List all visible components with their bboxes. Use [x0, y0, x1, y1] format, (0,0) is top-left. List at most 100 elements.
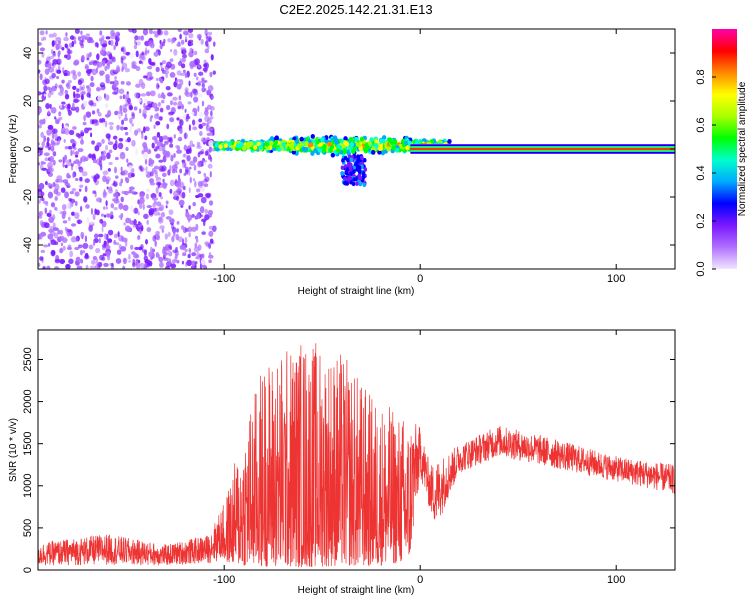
- spectrogram-cell: [184, 36, 188, 42]
- spectrogram-cell: [63, 72, 68, 77]
- spectrogram-cell: [71, 143, 76, 148]
- spectrogram-cell: [177, 187, 181, 195]
- spectrogram-cell: [100, 86, 106, 91]
- spectrogram-cell: [360, 155, 364, 160]
- spectrogram-cell: [115, 258, 122, 264]
- spectrogram-cell: [84, 36, 89, 41]
- spectrogram-cell: [129, 105, 134, 111]
- spectrogram-cell: [73, 146, 77, 151]
- spectrogram-cell: [139, 228, 142, 235]
- spectrogram-cell: [153, 135, 158, 140]
- spectrogram-cell: [83, 196, 88, 203]
- spectrogram-cell: [63, 156, 67, 163]
- spectrogram-cell: [294, 139, 300, 145]
- spectrogram-cell: [77, 219, 81, 225]
- spectrogram-cell: [201, 122, 207, 127]
- spectrogram-cell: [190, 91, 193, 98]
- spectrogram-cell: [105, 206, 108, 210]
- spectrogram-cell: [112, 192, 119, 198]
- spectrogram-cell: [363, 167, 368, 172]
- spectrogram-cell: [135, 50, 139, 58]
- spectrogram-cell: [358, 146, 363, 152]
- spectrogram-cell: [87, 53, 92, 58]
- spectrogram-cell: [62, 161, 65, 168]
- spectrogram-cell: [185, 166, 189, 173]
- spectrogram-cell: [110, 35, 116, 40]
- spectrogram-cell: [192, 178, 196, 182]
- spectrogram-cell: [273, 139, 279, 145]
- spectrogram-cell: [64, 43, 68, 48]
- spectrogram-cell: [195, 223, 199, 231]
- spectrogram-cell: [158, 216, 162, 222]
- spectrogram-cell: [352, 169, 356, 174]
- spectrogram-cell: [94, 42, 99, 48]
- spectrogram-cell: [145, 239, 148, 245]
- spectrogram-cell: [199, 186, 205, 193]
- spectrogram-cell: [169, 117, 175, 123]
- spectrogram-cell: [78, 188, 82, 192]
- spectrogram-cell: [191, 252, 197, 257]
- spectrogram-cell: [143, 213, 149, 220]
- spectrogram-cell: [184, 72, 188, 78]
- spectrogram-cell: [122, 49, 127, 55]
- x-tick-label: 0: [417, 574, 423, 586]
- spectrogram-cell: [168, 137, 172, 142]
- spectrogram-cell: [86, 92, 91, 98]
- spectrogram-cell: [51, 72, 57, 79]
- spectrogram-cell: [208, 252, 212, 257]
- spectrogram-cell: [120, 235, 125, 242]
- spectrogram-cell: [184, 236, 188, 244]
- spectrogram-cell: [196, 76, 199, 81]
- spectrogram-cell: [129, 117, 133, 124]
- spectrogram-cell: [47, 235, 51, 240]
- spectrogram-cell: [196, 33, 202, 40]
- spectrogram-cell: [188, 124, 191, 132]
- spectrogram-cell: [50, 202, 56, 208]
- spectrogram-cell: [173, 153, 176, 158]
- spectrogram-cell: [64, 191, 69, 199]
- spectrogram-cell: [195, 213, 201, 220]
- spectrogram-cell: [66, 229, 72, 233]
- x-tick-label: -100: [213, 273, 235, 285]
- spectrogram-cell: [114, 40, 119, 47]
- spectrogram-cell: [73, 39, 77, 45]
- spectrogram-cell: [143, 145, 148, 153]
- spectrogram-cell: [83, 157, 89, 162]
- spectrogram-cell: [175, 180, 182, 188]
- spectrogram-cell: [206, 122, 209, 127]
- spectrogram-cell: [90, 208, 94, 215]
- x-tick-label: 0: [417, 273, 423, 285]
- spectrogram-cell: [72, 102, 75, 109]
- spectrogram-cell: [45, 202, 49, 207]
- spectrogram-cell: [125, 147, 129, 151]
- spectrogram-cell: [53, 266, 60, 269]
- spectrogram-cell: [105, 133, 111, 139]
- spectrogram-cell: [74, 246, 80, 251]
- spectrogram-cell: [207, 31, 213, 36]
- spectrogram-cell: [101, 138, 105, 144]
- spectrogram-cell: [42, 36, 47, 41]
- spectrogram-cell: [176, 220, 180, 225]
- spectrogram-cell: [199, 131, 203, 137]
- spectrogram-cell: [74, 200, 78, 207]
- spectrogram-cell: [344, 170, 349, 175]
- spectrogram-cell: [164, 233, 168, 240]
- spectrogram-cell: [95, 209, 100, 216]
- spectrogram-cell: [120, 196, 124, 203]
- spectrogram-cell: [138, 60, 143, 64]
- spectrogram-cell: [88, 61, 93, 66]
- spectrogram-cell: [111, 262, 114, 267]
- spectrogram-cell: [99, 254, 104, 261]
- spectrogram-cell: [204, 176, 210, 182]
- spectrogram-cell: [186, 214, 193, 221]
- spectrogram-cell: [208, 230, 214, 237]
- spectrogram-cell: [80, 231, 85, 239]
- spectrogram-cell: [169, 58, 174, 62]
- spectrogram-cell: [105, 250, 111, 258]
- spectrogram-cell: [96, 142, 102, 148]
- spectrogram-cell: [191, 260, 196, 267]
- spectrogram-cell: [182, 53, 187, 59]
- spectrogram-cell: [181, 63, 186, 69]
- spectrogram-cell: [41, 141, 45, 148]
